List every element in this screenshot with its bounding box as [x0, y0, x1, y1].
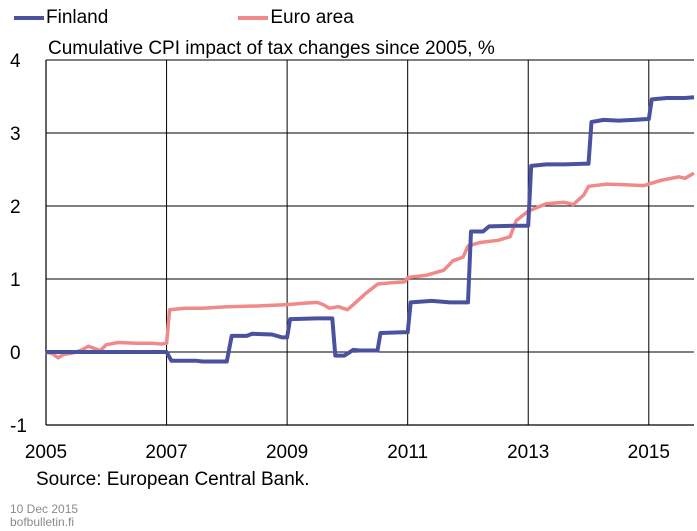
series-line-euro-area [45, 171, 695, 360]
y-tick-label-5: -1 [10, 416, 27, 437]
legend-label-finland: Finland [46, 7, 109, 28]
x-tick-label-1: 2007 [145, 442, 187, 463]
legend: Finland Euro area [14, 6, 354, 30]
chart-subtitle: Cumulative CPI impact of tax changes sin… [48, 38, 495, 59]
publication-date: 10 Dec 2015 [10, 502, 79, 516]
y-tick-label-2: 2 [10, 197, 21, 218]
x-tick-label-3: 2011 [387, 442, 428, 463]
y-tick-label-1: 3 [10, 124, 21, 145]
x-tick-label-0: 2005 [25, 442, 67, 463]
site-url: bofbulletin.fi [10, 515, 75, 529]
legend-swatch-finland [14, 16, 44, 20]
legend-swatch-euro-area [238, 16, 269, 20]
x-tick-label-4: 2013 [507, 442, 549, 463]
source-note: Source: European Central Bank. [36, 469, 310, 490]
y-tick-label-3: 1 [10, 270, 21, 291]
legend-item-euro-area: Euro area [238, 7, 354, 29]
legend-label-euro-area: Euro area [270, 7, 354, 28]
series-line-finland [46, 95, 695, 364]
x-tick-label-5: 2015 [628, 442, 670, 463]
y-tick-label-4: 0 [10, 343, 21, 364]
y-tick-label-0: 4 [10, 51, 21, 72]
legend-item-finland: Finland [14, 7, 108, 29]
x-tick-label-2: 2009 [266, 442, 308, 463]
